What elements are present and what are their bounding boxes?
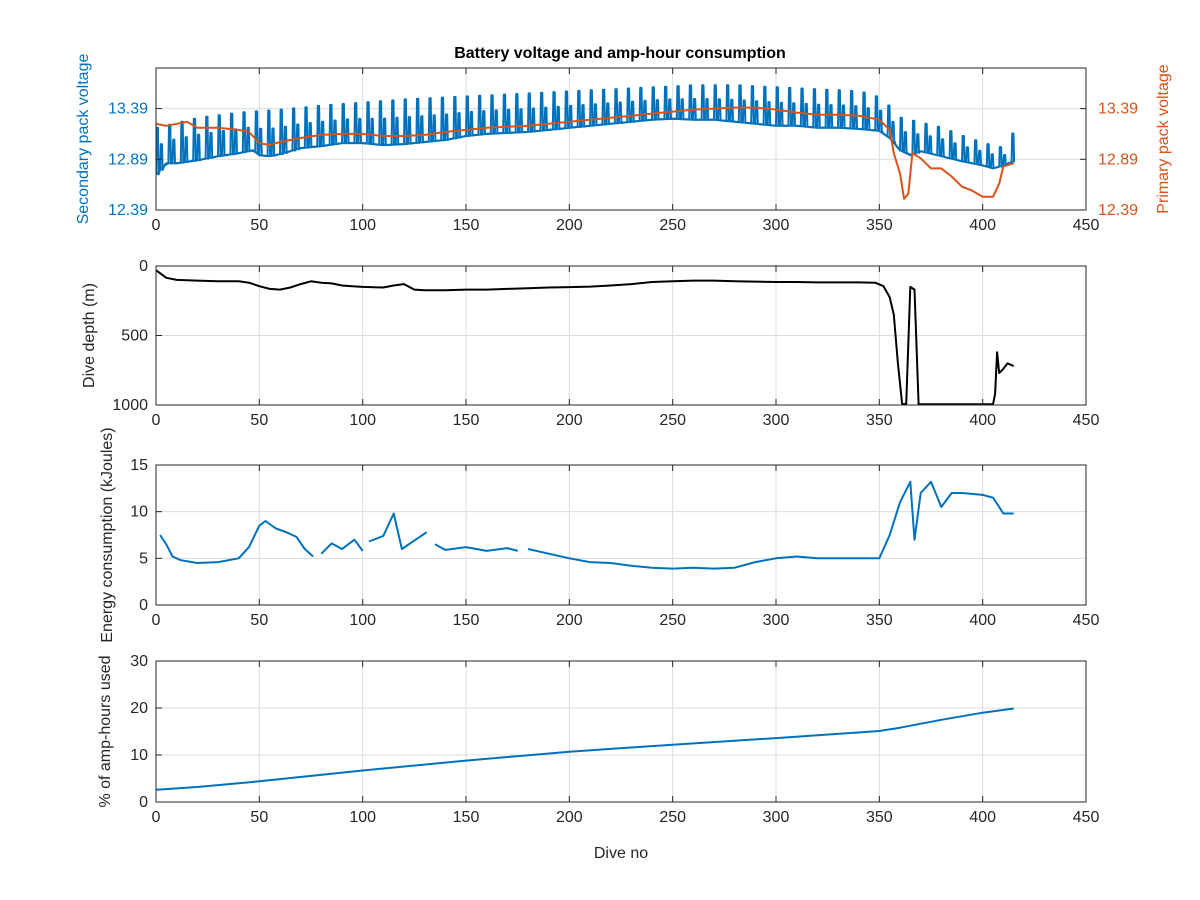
x-tick-label: 150 (453, 217, 480, 234)
x-tick-label: 350 (866, 217, 893, 234)
x-tick-label: 50 (250, 412, 268, 429)
series-segment-5 (527, 480, 1014, 570)
series-line-1 (156, 707, 1014, 791)
y-right-tick-label: 13.39 (1098, 101, 1138, 118)
y-tick-label: 500 (121, 328, 148, 345)
y-right-tick-label: 12.89 (1098, 151, 1138, 168)
y-tick-label: 12.39 (108, 202, 148, 219)
x-tick-label: 300 (763, 612, 790, 629)
series-spike-line (156, 84, 1016, 176)
y-tick-label: 5 (139, 550, 148, 567)
x-tick-label: 100 (349, 612, 376, 629)
subplot-3: 0 50 100 150 200 250 300 350 400 450 0 5 10 15 Energy … (99, 427, 1099, 642)
x-tick-label: 200 (556, 217, 583, 234)
y-axis-label: % of amp-hours used (97, 655, 114, 807)
x-axis-label: Dive no (594, 845, 648, 862)
series-segment-3 (368, 512, 428, 550)
x-tick-label: 100 (349, 412, 376, 429)
x-tick-label: 450 (1073, 217, 1100, 234)
x-tick-label: 200 (556, 412, 583, 429)
x-tick-label: 450 (1073, 412, 1100, 429)
y-tick-label: 10 (130, 504, 148, 521)
y-tick-label: 0 (139, 597, 148, 614)
x-tick-label: 450 (1073, 809, 1100, 826)
y-right-tick-label: 12.39 (1098, 202, 1138, 219)
series-segment-4 (434, 543, 518, 552)
series-group (156, 269, 1015, 406)
x-tick-label: 400 (969, 612, 996, 629)
y-tick-label: 10 (130, 747, 148, 764)
x-tick-label: 150 (453, 612, 480, 629)
y-tick-label: 12.89 (108, 151, 148, 168)
y-tick-label: 30 (130, 653, 148, 670)
x-tick-label: 400 (969, 412, 996, 429)
axes-box (155, 660, 1087, 803)
y-axis-label: Dive depth (m) (81, 283, 98, 388)
series-group (156, 707, 1014, 791)
x-tick-label: 50 (250, 809, 268, 826)
x-tick-label: 300 (763, 809, 790, 826)
subplot-4: 0 50 100 150 200 250 300 350 400 450 0 10 20 30 % of a… (97, 653, 1099, 862)
x-tick-label: 0 (152, 809, 161, 826)
x-tick-label: 150 (453, 412, 480, 429)
x-tick-label: 250 (659, 809, 686, 826)
x-tick-label: 0 (152, 612, 161, 629)
x-tick-label: 400 (969, 217, 996, 234)
series-group (159, 480, 1014, 570)
series-segment-1 (159, 520, 314, 564)
subplot-1: 0 50 100 150 200 250 300 350 400 45012.3912.8913.… (75, 54, 1172, 234)
x-tick-label: 100 (349, 217, 376, 234)
y-tick-label: 13.39 (108, 101, 148, 118)
x-tick-label: 300 (763, 412, 790, 429)
x-tick-label: 300 (763, 217, 790, 234)
x-tick-label: 50 (250, 612, 268, 629)
x-tick-label: 200 (556, 612, 583, 629)
series-line-2 (156, 106, 1014, 200)
y-tick-label: 15 (130, 457, 148, 474)
x-tick-label: 450 (1073, 612, 1100, 629)
x-tick-label: 150 (453, 809, 480, 826)
series-group (156, 84, 1016, 200)
y-axis-label-right: Primary pack voltage (1155, 64, 1172, 213)
x-tick-label: 50 (250, 217, 268, 234)
y-axis-label: Energy consumption (kJoules) (99, 427, 116, 642)
x-tick-label: 100 (349, 809, 376, 826)
y-tick-label: 0 (139, 258, 148, 275)
series-segment-2 (320, 538, 364, 555)
x-tick-label: 250 (659, 412, 686, 429)
plots-group: 0 50 100 150 200 250 300 350 400 45012.3912.8913.… (75, 54, 1172, 862)
x-tick-label: 250 (659, 217, 686, 234)
x-tick-label: 0 (152, 412, 161, 429)
y-tick-label: 0 (139, 794, 148, 811)
x-tick-label: 250 (659, 612, 686, 629)
series-line-1 (156, 269, 1015, 406)
x-tick-label: 0 (152, 217, 161, 234)
x-tick-label: 200 (556, 809, 583, 826)
subplot-2: 0 50 100 150 200 250 300 350 400 450 0 500 1000 Dive … (81, 258, 1099, 429)
axes-box (155, 67, 1087, 211)
x-tick-label: 350 (866, 412, 893, 429)
figure-title: Battery voltage and amp-hour consumption (454, 45, 786, 62)
y-tick-label: 20 (130, 700, 148, 717)
axes-box (155, 464, 1087, 606)
y-tick-label: 1000 (112, 397, 148, 414)
x-tick-label: 350 (866, 612, 893, 629)
x-tick-label: 350 (866, 809, 893, 826)
y-axis-label: Secondary pack voltage (75, 54, 92, 225)
x-tick-label: 400 (969, 809, 996, 826)
